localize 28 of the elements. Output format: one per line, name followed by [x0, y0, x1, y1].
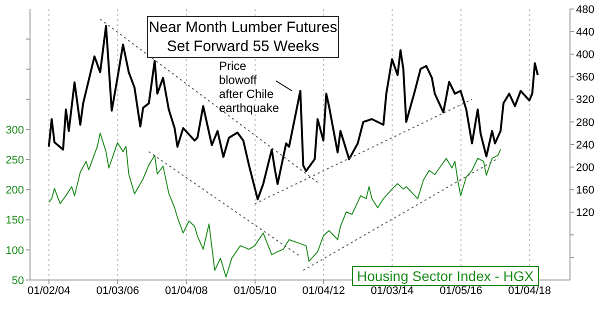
- x-tick-label: 01/05/10: [234, 284, 277, 297]
- y2-tick-label: 320: [576, 94, 594, 106]
- y2-tick-label: 240: [576, 139, 594, 152]
- x-tick-label: 01/05/16: [440, 284, 482, 297]
- annotation: Price blowoff after Chile earthquake: [218, 58, 280, 115]
- x-tick-label: 01/03/06: [96, 284, 140, 297]
- y2-tick-label: 360: [576, 72, 594, 84]
- y-tick-label: 200: [6, 184, 24, 197]
- y2-tick-label: 280: [576, 116, 594, 129]
- y2-tick-label: 400: [576, 49, 594, 62]
- y2-tick-label: 160: [576, 184, 594, 197]
- text: Set Forward 55 Weeks: [166, 37, 320, 56]
- x-tick-label: 01/03/14: [370, 284, 414, 297]
- y2-tick-label: 200: [576, 162, 594, 174]
- y-tick-label: 50: [12, 274, 24, 287]
- y-tick-label: 300: [6, 124, 24, 136]
- x-tick-label: 01/02/04: [27, 284, 70, 297]
- y-tick-label: 150: [6, 214, 24, 227]
- text: Near Month Lumber Futures: [148, 18, 338, 37]
- x-tick-label: 01/04/18: [508, 284, 552, 297]
- y2-tick-label: 480: [576, 4, 594, 16]
- text: Housing Sector Index - HGX: [352, 266, 539, 286]
- x-tick-label: 01/04/08: [164, 284, 208, 297]
- x-tick-label: 01/04/12: [302, 284, 346, 297]
- y2-tick-label: 120: [576, 207, 594, 220]
- y-tick-label: 250: [6, 154, 24, 166]
- y2-tick-label: 440: [576, 26, 594, 38]
- y-tick-label: 100: [6, 244, 24, 257]
